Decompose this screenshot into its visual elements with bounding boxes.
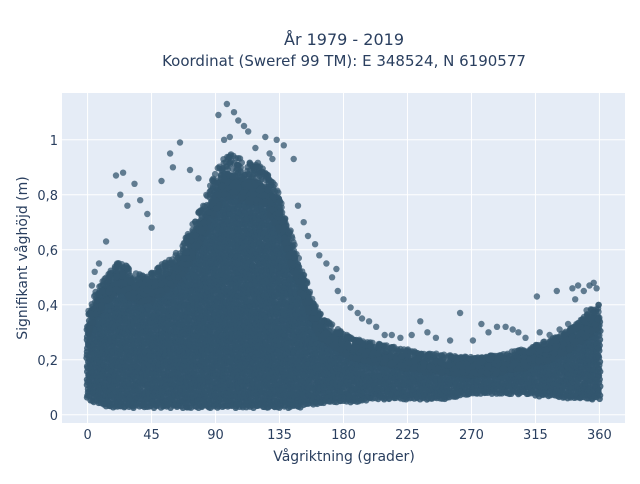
chart-title: År 1979 - 2019	[284, 30, 404, 49]
chart-subtitle: Koordinat (Sweref 99 TM): E 348524, N 61…	[162, 52, 526, 70]
